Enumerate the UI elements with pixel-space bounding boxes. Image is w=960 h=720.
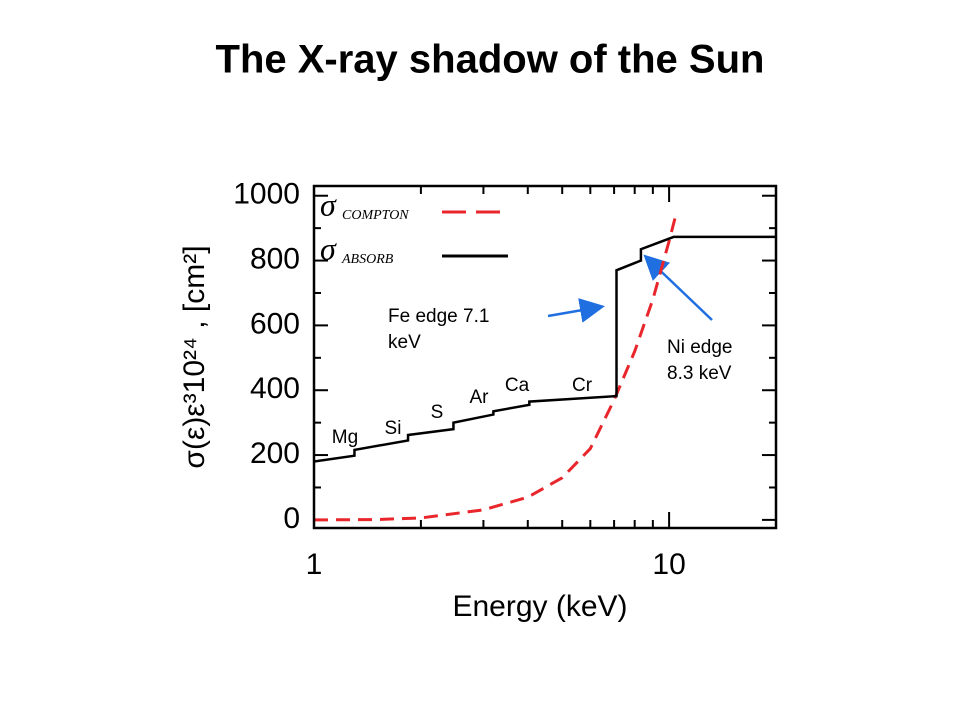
annotation: keV [388,332,421,353]
y-tick-label: 600 [250,307,300,340]
slide-title: The X-ray shadow of the Sun [216,38,765,82]
element-label: Mg [332,427,358,448]
plot-frame [312,184,778,530]
x-tick-label: 1 [306,548,323,581]
y-tick-label: 0 [283,502,300,535]
y-tick-label: 200 [250,437,300,470]
annotation: 8.3 keV [667,363,732,384]
annotation: Fe edge 7.1 [388,306,489,327]
legend-symbol: σ [320,186,337,222]
arrow [643,254,713,321]
series-line [314,235,776,463]
legend-symbol: σ [320,230,337,266]
element-label: Si [385,418,402,439]
y-tick-label: 1000 [233,178,300,211]
element-label: Ar [470,387,490,408]
element-label: Ca [505,375,530,396]
element-label: S [431,402,444,423]
x-axis-label: Energy (keV) [452,590,627,623]
arrow [547,298,605,323]
legend-label: ABSORB [341,252,394,267]
x-tick-label: 10 [652,548,685,581]
legend-label: COMPTON [342,208,409,223]
y-axis-label: σ(ε)ε³10²⁴ , [cm²] [178,245,211,468]
series-line [314,211,679,522]
y-tick-label: 400 [250,372,300,405]
annotation: Ni edge [667,337,733,358]
plot-area [314,211,776,522]
element-label: Cr [572,375,593,396]
y-tick-label: 800 [250,242,300,275]
